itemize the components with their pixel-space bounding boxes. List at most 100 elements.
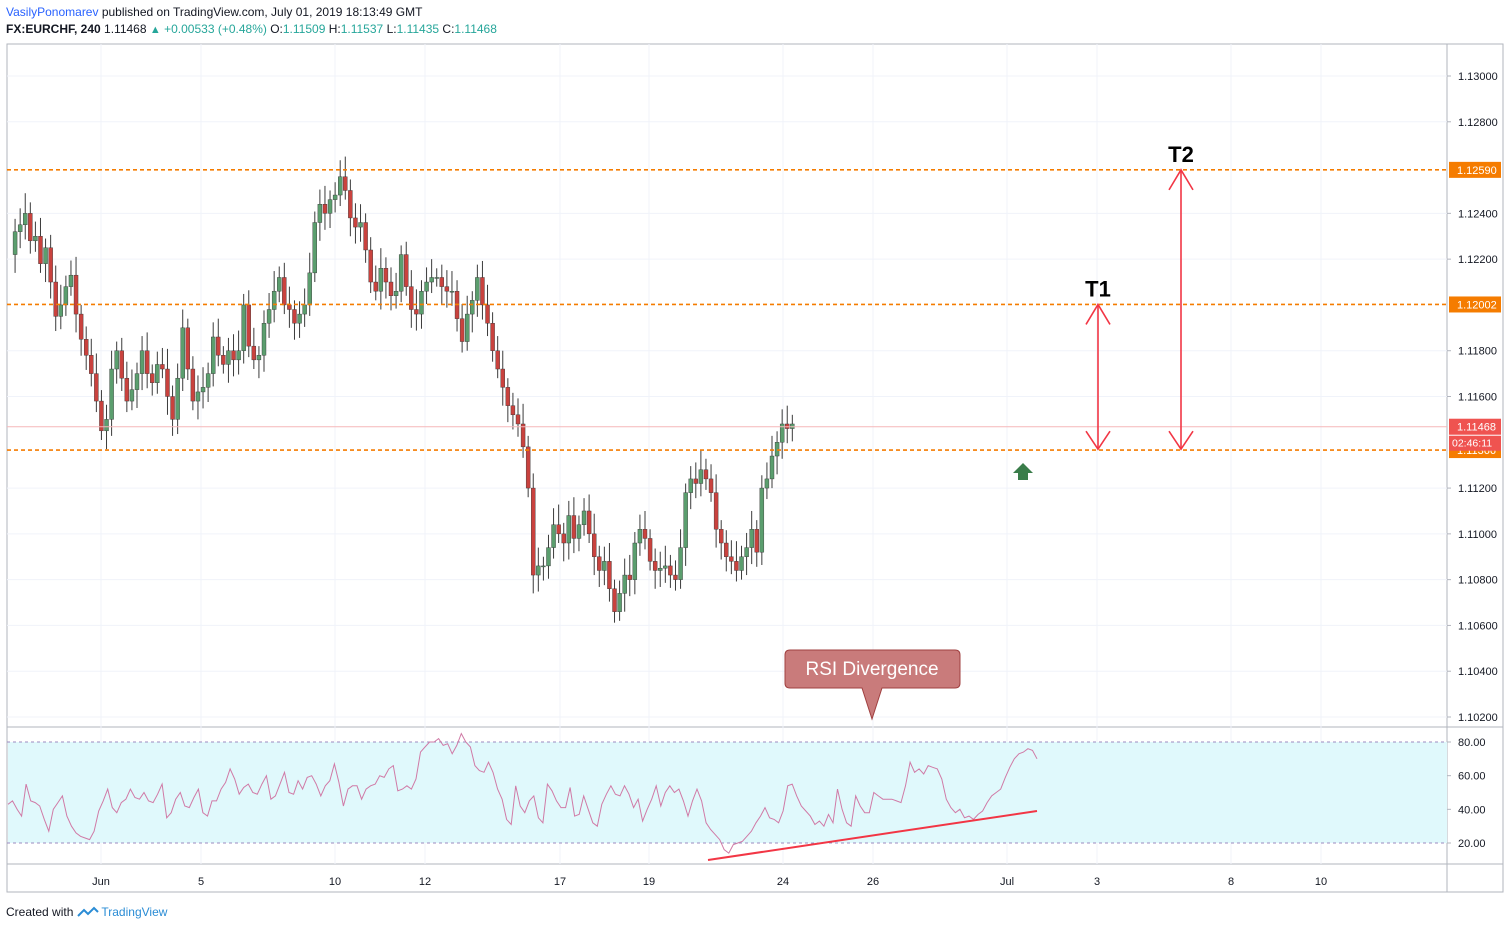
candle-up [200, 387, 206, 393]
candle-up [637, 529, 643, 544]
candle-up [155, 364, 160, 383]
time-tick-label: 10 [329, 876, 341, 888]
candle-down [348, 190, 353, 219]
candle-up [475, 277, 480, 301]
low-label: L: [386, 22, 397, 36]
time-tick-label: Jun [92, 876, 110, 888]
candle-down [515, 414, 521, 425]
countdown-label: 02:46:11 [1452, 438, 1492, 450]
high-label: H: [328, 22, 341, 36]
candle-up [434, 277, 439, 279]
candle-up [683, 492, 688, 548]
candle-down [708, 478, 714, 493]
candle-down [404, 254, 409, 287]
target-arrow-head-up [1085, 302, 1111, 325]
high-value: 1.11537 [340, 22, 384, 36]
candle-down [734, 561, 739, 571]
candle-up [175, 377, 180, 420]
candle-down [89, 355, 94, 374]
candle-up [68, 274, 74, 287]
candle-up [378, 268, 384, 292]
candle-down [510, 405, 516, 416]
candle-up [581, 510, 587, 525]
target-label: T2 [1168, 142, 1194, 167]
candle-up [205, 373, 211, 388]
open-label: O: [270, 22, 283, 36]
level-price-label: 1.12590 [1457, 165, 1497, 177]
candle-down [353, 217, 358, 228]
candle-down [607, 561, 612, 589]
rsi-tick-label: 20.00 [1458, 838, 1486, 850]
candle-up [698, 469, 704, 484]
candle-down [373, 281, 378, 292]
price-tick-label: 1.10400 [1458, 666, 1498, 678]
candle-up [332, 194, 338, 200]
candle-down [754, 529, 759, 553]
candle-down [719, 529, 724, 544]
candle-up [261, 323, 267, 356]
close-value: 1.11468 [454, 22, 497, 36]
candle-down [597, 556, 602, 571]
target-arrow-head-up [1168, 168, 1194, 191]
candle-down [99, 400, 104, 432]
time-tick-label: 12 [419, 876, 431, 888]
candle-down [409, 286, 414, 310]
candle-up [23, 213, 28, 226]
candle-up [109, 368, 114, 420]
candle-down [627, 574, 632, 580]
low-value: 1.11435 [396, 22, 440, 36]
candle-down [495, 350, 500, 370]
candle-down [500, 368, 505, 388]
current-price-label: 1.11468 [1457, 422, 1496, 434]
candle-down [444, 286, 450, 292]
published-text: published on TradingView.com, July 01, 2… [101, 5, 423, 19]
candle-down [144, 350, 150, 374]
level-price-badge [1449, 296, 1501, 313]
time-tick-label: 10 [1315, 876, 1327, 888]
candle-down [642, 529, 648, 539]
created-with-text: Created with [6, 905, 74, 919]
candle-down [190, 368, 196, 402]
price-tick-label: 1.13000 [1458, 71, 1498, 83]
price-tick-label: 1.10800 [1458, 575, 1498, 587]
close-label: C: [442, 22, 455, 36]
candle-down [505, 387, 511, 406]
time-tick-label: Jul [1000, 876, 1014, 888]
candle-down [38, 236, 43, 264]
candle-down [282, 277, 287, 306]
tradingview-link[interactable]: TradingView [101, 905, 168, 919]
candle-down [459, 318, 465, 342]
candle-up [470, 300, 475, 315]
last-price: 1.11468 [104, 22, 147, 36]
price-tick-label: 1.12200 [1458, 254, 1498, 266]
candle-up [541, 565, 546, 568]
candle-down [388, 281, 394, 296]
candle-down [94, 373, 99, 402]
candle-down [363, 222, 368, 251]
candle-down [73, 274, 79, 315]
target-arrow-head-down [1168, 430, 1194, 451]
candle-up [226, 350, 231, 365]
candle-down [729, 556, 734, 562]
candle-down [703, 469, 709, 480]
author-link[interactable]: VasilyPonomarev [6, 5, 99, 19]
candle-down [485, 304, 490, 324]
candle-up [632, 542, 638, 580]
candle-up [134, 373, 140, 390]
price-tick-label: 1.10600 [1458, 620, 1498, 632]
candle-up [769, 455, 775, 480]
candle-up [678, 547, 683, 580]
symbol-label: FX:EURCHF, 240 [6, 22, 101, 36]
candle-up [302, 304, 307, 315]
candle-up [139, 350, 145, 374]
candle-down [292, 309, 297, 324]
candle-up [266, 309, 272, 324]
candle-down [221, 355, 226, 365]
symbol-line: FX:EURCHF, 240 1.11468 ▲ +0.00533 (+0.48… [6, 22, 497, 36]
candle-up [419, 290, 424, 315]
time-tick-label: 3 [1094, 876, 1100, 888]
candle-down [414, 309, 419, 315]
price-tick-label: 1.11800 [1458, 346, 1497, 358]
candle-up [744, 547, 749, 557]
